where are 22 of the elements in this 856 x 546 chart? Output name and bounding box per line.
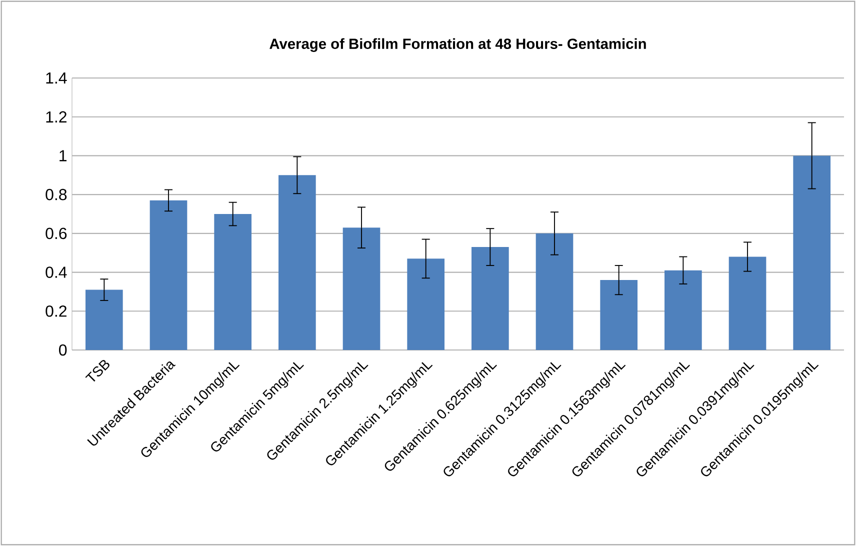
bar (150, 200, 188, 350)
y-tick-label: 0.6 (46, 228, 67, 240)
bar (407, 258, 445, 350)
y-tick-label: 1 (60, 150, 67, 162)
bar (278, 175, 316, 350)
y-tick-label: 0.2 (46, 305, 66, 317)
y-tick-label: 0 (59, 344, 67, 356)
x-tick-label: TSB (85, 360, 110, 382)
bar (472, 247, 509, 350)
bar (536, 233, 574, 350)
y-tick-label: 0.8 (46, 188, 67, 200)
bar (728, 256, 766, 350)
y-tick-label: 1.2 (46, 111, 66, 122)
bar (214, 214, 252, 350)
y-tick-label: 0.4 (46, 266, 67, 278)
bar (86, 290, 123, 350)
bar (600, 280, 638, 350)
bar (793, 156, 831, 350)
bar (342, 228, 380, 350)
y-tick-label: 1.4 (46, 72, 67, 84)
chart-title: Average of Biofilm Formation at 48 Hours- Gentamicin (270, 38, 646, 52)
bar (664, 270, 702, 350)
